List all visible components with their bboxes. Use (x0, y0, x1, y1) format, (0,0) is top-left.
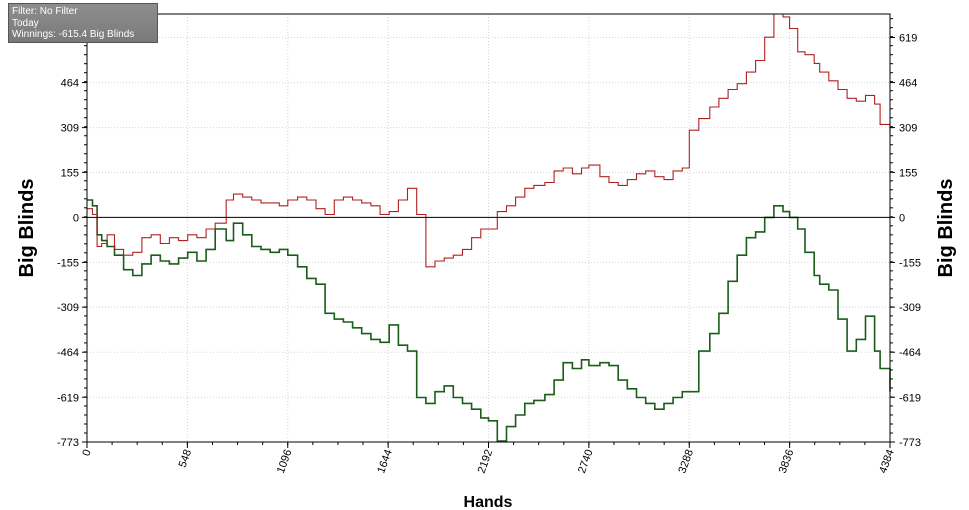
y-tick-label-right: -309 (899, 302, 921, 314)
y-tick-label-left: -155 (57, 257, 79, 269)
y-tick-label-right: -773 (899, 437, 921, 449)
y-tick-label-right: 464 (899, 78, 917, 90)
x-tick-label: 0 (80, 448, 93, 458)
y-tick-label-right: 309 (899, 123, 917, 135)
y-axis-title-right: Big Blinds (935, 179, 957, 278)
y-tick-label-left: 464 (61, 78, 79, 90)
x-tick-label: 3288 (676, 448, 696, 475)
filter-text: Filter: No Filter (12, 6, 78, 17)
y-axis-title-left: Big Blinds (16, 179, 38, 278)
series-layer (87, 13, 891, 442)
y-tick-label-left: 0 (73, 212, 79, 224)
y-tick-label-left: 309 (61, 123, 79, 135)
y-tick-label-left: -464 (57, 347, 79, 359)
period-text: Today (12, 17, 39, 29)
y-tick-label-left: -619 (57, 392, 79, 404)
y-tick-label-left: 155 (61, 167, 79, 179)
y-tick-label-right: -619 (899, 392, 921, 404)
y-tick-label-left: -773 (57, 437, 79, 449)
y-tick-label-right: 619 (899, 33, 917, 45)
x-tick-label: 1096 (275, 448, 295, 475)
x-tick-label: 548 (177, 448, 195, 469)
axis-ticks: 0548109616442192274032883836438461961946… (57, 18, 921, 475)
filter-info-box: Filter: No Filter Today Winnings: -615.4… (8, 3, 158, 43)
x-tick-label: 3836 (777, 448, 797, 475)
plot-area (87, 14, 890, 442)
winnings-text: Winnings: -615.4 Big Blinds (12, 29, 135, 40)
x-axis-title: Hands (464, 494, 513, 510)
x-tick-label: 2192 (476, 448, 496, 475)
y-tick-label-right: 155 (899, 167, 917, 179)
winnings-series-line (87, 199, 891, 442)
x-tick-label: 4384 (877, 448, 897, 475)
y-tick-label-right: 0 (899, 212, 905, 224)
y-tick-label-left: -309 (57, 302, 79, 314)
y-tick-label-right: -155 (899, 257, 921, 269)
x-tick-label: 2740 (576, 448, 596, 475)
y-tick-label-right: -464 (899, 347, 921, 359)
x-tick-label: 1644 (375, 448, 395, 475)
red-series-line (87, 13, 891, 268)
